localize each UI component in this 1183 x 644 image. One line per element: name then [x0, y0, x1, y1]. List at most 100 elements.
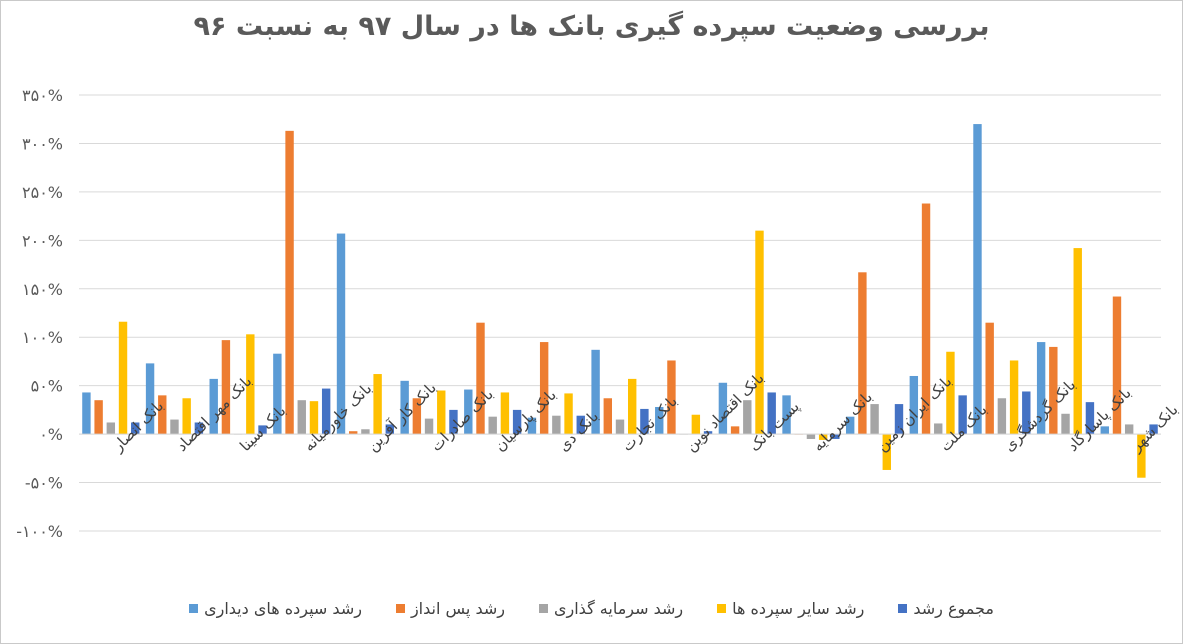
bar — [145, 363, 155, 435]
bar — [258, 425, 267, 435]
bar — [488, 416, 497, 435]
bar — [997, 398, 1007, 435]
bar — [564, 393, 573, 435]
bar — [512, 409, 522, 435]
bar — [158, 395, 167, 435]
bar — [921, 203, 931, 435]
bar — [82, 392, 91, 435]
y-tick-label: ۲۰۰% — [22, 231, 63, 250]
legend-item: رشد سایر سپرده ها — [717, 599, 864, 618]
bar — [640, 408, 649, 435]
y-tick-label: ۲۵۰% — [22, 183, 63, 202]
bar — [1061, 413, 1070, 435]
bar — [718, 382, 728, 435]
bar — [909, 375, 919, 435]
bar — [539, 342, 549, 435]
bar — [1100, 426, 1109, 435]
bar — [1149, 424, 1158, 435]
bar — [818, 434, 828, 440]
x-tick-label: بانک شهر — [1127, 401, 1182, 456]
bar — [806, 434, 816, 439]
legend-item: رشد سپرده های دیداری — [189, 599, 362, 618]
chart-legend: رشد سپرده های دیداری رشد پس انداز رشد سرما… — [1, 599, 1182, 618]
bar — [182, 398, 191, 435]
bar — [831, 434, 840, 439]
bar — [1085, 402, 1095, 435]
legend-item: رشد سرمایه گذاری — [538, 599, 684, 618]
legend-label: رشد سپرده های دیداری — [204, 599, 362, 618]
bar — [730, 426, 740, 435]
bar — [297, 400, 306, 435]
bar — [106, 422, 116, 435]
legend-item: رشد پس انداز — [395, 599, 505, 618]
bar — [194, 422, 204, 435]
bar — [655, 406, 664, 435]
y-tick-label: ۳۵۰% — [22, 86, 63, 105]
legend-item: مجموع رشد — [898, 599, 994, 618]
bar — [782, 395, 791, 435]
bar — [437, 390, 446, 435]
bar — [476, 322, 485, 435]
bar — [464, 389, 473, 435]
bar — [1049, 346, 1058, 435]
bar — [449, 409, 458, 435]
bar — [1137, 434, 1146, 478]
bar — [285, 130, 294, 435]
legend-label: رشد پس انداز — [410, 599, 505, 618]
bar — [131, 422, 140, 435]
bar — [755, 230, 764, 435]
bar — [373, 374, 382, 435]
legend-swatch — [538, 604, 548, 613]
bar — [667, 360, 676, 435]
bar — [691, 414, 701, 435]
bar — [336, 233, 346, 435]
bar — [385, 424, 395, 435]
bar — [527, 417, 537, 435]
y-tick-label: ۰% — [39, 425, 63, 444]
legend-label: مجموع رشد — [913, 599, 994, 618]
legend-swatch — [717, 604, 727, 613]
bar — [361, 429, 370, 435]
y-tick-label: ۱۰۰% — [22, 328, 63, 347]
chart-title: بررسی وضعیت سپرده گیری بانک ها در سال ۹۷… — [193, 11, 990, 42]
bar — [1073, 248, 1082, 435]
bar — [170, 419, 179, 435]
bar — [615, 419, 625, 435]
y-tick-label: ۱۵۰% — [22, 280, 63, 299]
bar — [882, 434, 891, 470]
legend-swatch — [189, 604, 199, 613]
bar — [209, 378, 218, 435]
legend-label: رشد سرمایه گذاری — [553, 599, 684, 618]
bar — [94, 400, 103, 435]
bar — [628, 378, 637, 435]
legend-swatch — [395, 604, 405, 613]
bar — [958, 395, 967, 435]
bar — [1112, 296, 1122, 435]
y-tick-label: ۵۰% — [31, 377, 63, 396]
bar — [273, 353, 282, 435]
bar — [946, 351, 955, 435]
bar — [246, 334, 255, 435]
bar — [603, 398, 612, 435]
bar — [870, 404, 879, 435]
bar — [894, 404, 904, 435]
bar — [321, 388, 331, 435]
bar — [424, 418, 434, 435]
bar — [591, 349, 600, 435]
bar — [309, 401, 319, 435]
y-tick-label: ۳۰۰% — [22, 134, 63, 153]
legend-label: رشد سایر سپرده ها — [732, 599, 865, 618]
bar — [934, 423, 943, 435]
bar — [767, 392, 776, 435]
bar — [845, 416, 855, 435]
bar — [576, 415, 585, 435]
bar — [858, 272, 867, 435]
bar — [1124, 424, 1134, 435]
bar — [1036, 342, 1046, 435]
bar — [400, 380, 409, 435]
bar — [1022, 391, 1031, 435]
bar — [1009, 360, 1019, 435]
y-tick-label: -۵۰% — [25, 474, 63, 493]
